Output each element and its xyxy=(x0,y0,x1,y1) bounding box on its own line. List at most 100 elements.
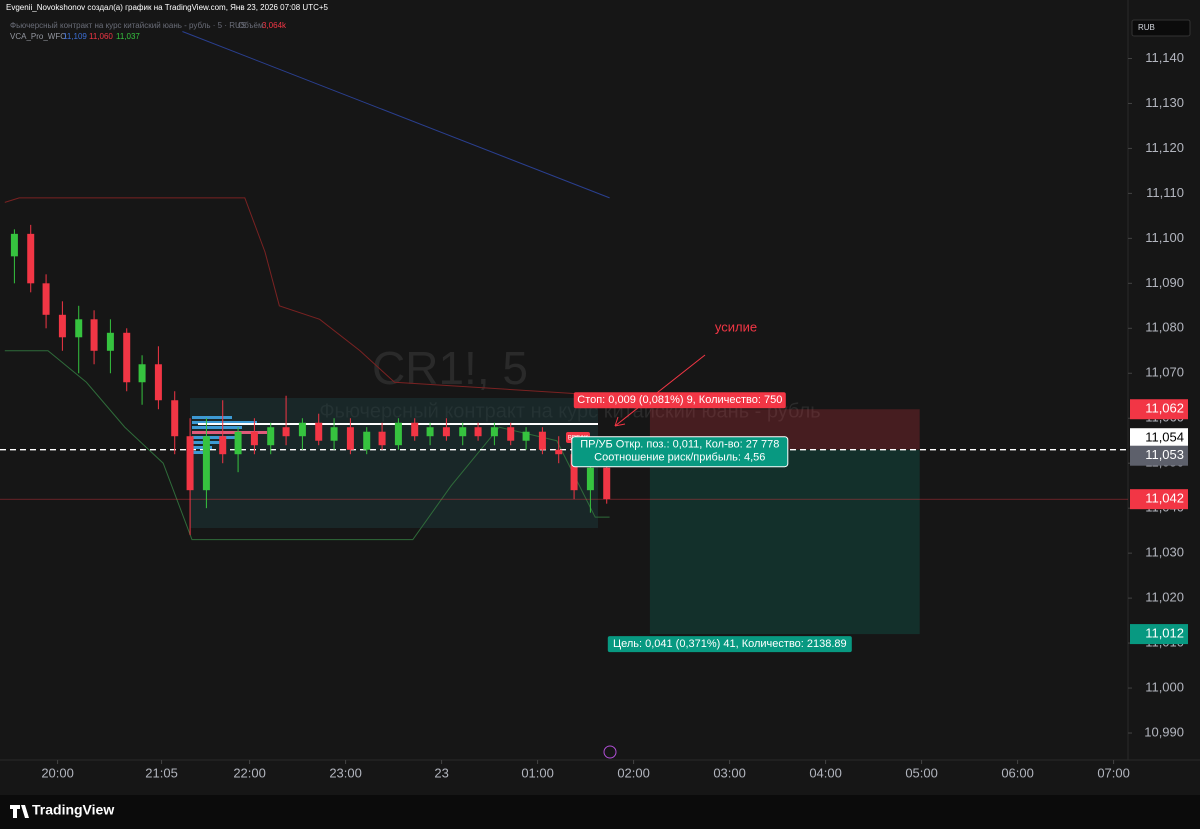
candle-body xyxy=(186,436,194,491)
candle-body xyxy=(346,427,354,450)
y-tick-label: 11,100 xyxy=(1145,230,1184,245)
logo xyxy=(10,805,29,818)
price-badge-label: 11,012 xyxy=(1145,626,1184,641)
candle-body xyxy=(570,454,578,491)
candle-body xyxy=(378,431,386,446)
candle-body xyxy=(507,427,515,441)
indicator-value: 11,060 xyxy=(89,32,113,41)
candle-body xyxy=(490,427,498,437)
info-label: ПР/УБ Откр. поз.: 0,011, Кол-во: 27 778 xyxy=(580,439,779,451)
x-tick-label: 02:00 xyxy=(617,765,650,780)
price-badge-label: 11,062 xyxy=(1145,401,1184,416)
candle-body xyxy=(10,233,18,257)
candle-body xyxy=(394,422,402,446)
x-tick-label: 05:00 xyxy=(905,765,938,780)
currency-box[interactable] xyxy=(1131,19,1191,37)
x-tick-label: 04:00 xyxy=(809,765,842,780)
target-label-bg xyxy=(607,636,852,653)
price-badge xyxy=(1130,445,1188,466)
profile-box xyxy=(190,398,598,528)
volume-value: 3,064k xyxy=(262,21,287,30)
y-tick-label: 11,110 xyxy=(1146,185,1184,200)
candle-body xyxy=(27,233,35,284)
info-bg xyxy=(571,436,789,468)
x-tick-label: 21:05 xyxy=(145,765,178,780)
indicator-value: 11,109 xyxy=(63,32,87,41)
currency[interactable]: RUB xyxy=(1138,23,1155,32)
footer-bar xyxy=(0,795,1200,829)
brand: TradingView xyxy=(32,802,114,818)
candle-body xyxy=(411,422,419,437)
price-badge xyxy=(1130,624,1188,645)
candle-body xyxy=(442,427,450,437)
annotation-arrow xyxy=(614,354,706,427)
event-icon xyxy=(603,745,617,759)
y-tick-label: 11,090 xyxy=(1145,275,1184,290)
y-tick-label: 11,080 xyxy=(1145,320,1184,335)
arrow-head xyxy=(614,416,626,427)
candle-body xyxy=(474,427,482,437)
plot: 10,99011,00011,01011,02011,03011,04011,0… xyxy=(0,31,1184,780)
x-tick-label: 07:00 xyxy=(1097,765,1130,780)
indicator-line xyxy=(182,31,610,199)
candle-body xyxy=(267,427,275,446)
candle-body xyxy=(459,427,467,437)
indicator-name: VCA_Pro_WFO xyxy=(10,32,66,41)
y-tick-label: 11,020 xyxy=(1145,590,1184,605)
candle-body xyxy=(522,431,530,441)
candle-body xyxy=(330,427,338,441)
overlay: Стоп: 0,009 (0,081%) 9, Количество: 750 П… xyxy=(571,392,1188,653)
price-badge xyxy=(1130,399,1188,420)
x-tick-label: 23 xyxy=(434,765,448,780)
candle-body xyxy=(171,400,179,437)
stop-label-bg xyxy=(573,392,786,409)
y-tick-label: 11,120 xyxy=(1145,140,1184,155)
indicator-value: 11,037 xyxy=(116,32,140,41)
indicator-line xyxy=(4,197,610,397)
candle-body xyxy=(282,427,290,437)
y-tick-label: 10,990 xyxy=(1144,724,1184,739)
candle-body xyxy=(90,319,98,351)
candle-body xyxy=(555,449,563,455)
y-tick-label: 11,000 xyxy=(1145,679,1184,694)
candle-body xyxy=(58,314,66,338)
x-tick-label: 23:00 xyxy=(329,765,362,780)
price-badge xyxy=(1130,428,1188,449)
indicator-line xyxy=(4,350,610,541)
x-tick-label: 06:00 xyxy=(1001,765,1034,780)
y-tick-label: 11,030 xyxy=(1145,545,1184,560)
legend-symbol: Фьючерсный контракт на курс китайский юа… xyxy=(10,21,246,30)
candle-body xyxy=(123,332,131,383)
candle-body xyxy=(42,283,50,315)
annotation: усилие xyxy=(715,319,757,334)
x-tick-label: 01:00 xyxy=(521,765,554,780)
price-badge-label: 11,054 xyxy=(1145,430,1184,445)
target-zone xyxy=(649,449,920,635)
y-tick-label: 11,070 xyxy=(1145,365,1184,380)
candle-body xyxy=(315,422,323,441)
candle-body xyxy=(250,431,258,446)
candle-body xyxy=(603,467,611,500)
credit: Evgenii_Novokshonov создал(а) график на … xyxy=(6,3,329,12)
candle-body xyxy=(363,431,371,450)
candle-body xyxy=(106,332,114,351)
stop-label: Стоп: 0,009 (0,081%) 9, Количество: 750 xyxy=(577,394,782,406)
candle-body xyxy=(202,436,210,491)
x-tick-label: 22:00 xyxy=(233,765,266,780)
watermark-symbol: CR1!, 5 xyxy=(372,342,528,394)
y-tick-label: 11,130 xyxy=(1145,95,1184,110)
price-axis-bg xyxy=(1128,0,1200,795)
volume-label: Объём xyxy=(238,21,264,30)
candle-body xyxy=(586,467,594,491)
candle-body xyxy=(426,427,434,437)
x-tick-label: 03:00 xyxy=(713,765,746,780)
price-badge xyxy=(1130,489,1188,510)
price-badge-label: 11,042 xyxy=(1145,491,1184,506)
candle-body xyxy=(138,364,146,383)
candle-body xyxy=(538,431,546,450)
candle-body xyxy=(75,319,83,338)
candle-body xyxy=(154,364,162,401)
